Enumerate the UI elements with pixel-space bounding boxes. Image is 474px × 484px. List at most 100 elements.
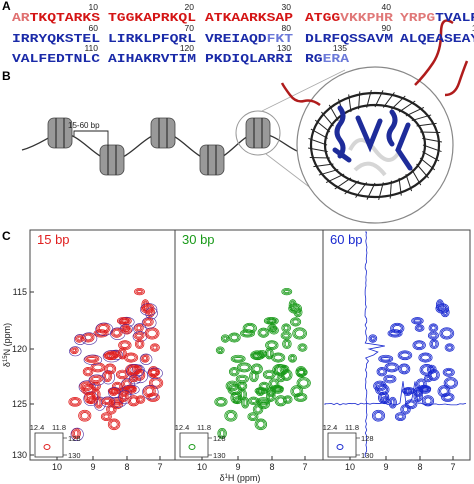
peak-contour [86, 393, 93, 402]
sequence-segment: LIRKLPFQRL [108, 32, 196, 46]
peak-contour [144, 327, 160, 340]
y-axis-label: δ15N (ppm) [2, 323, 12, 367]
dna-stripe [318, 168, 339, 176]
peak-contour [385, 376, 394, 382]
chromatin-diagram: 15-60 bp [21, 19, 469, 224]
peak-contour [116, 317, 130, 325]
dna-stripe [308, 147, 328, 153]
peak-contour [296, 377, 311, 389]
panel-label: A [2, 0, 11, 13]
peak-contour [217, 347, 224, 354]
peak-contour [411, 317, 424, 325]
peak-contour [265, 371, 274, 378]
peak-contour [253, 365, 261, 373]
peak-contour [445, 378, 457, 388]
peak-contour [250, 414, 256, 419]
peak-contour [85, 369, 91, 375]
spectra-axes: δ15N (ppm) δ1H (ppm) [2, 323, 260, 483]
peak-contour [147, 329, 157, 338]
sequence-block: AIHAKRVTIM [108, 52, 196, 66]
peak-contour [430, 339, 438, 348]
peak-contour [68, 397, 82, 407]
residue-number: 10 [89, 2, 99, 12]
peak-contour [101, 370, 115, 385]
dna-stripe [419, 157, 436, 171]
axis-isotope: 1 [225, 474, 229, 480]
peak-contour [414, 324, 425, 332]
peak-contour [222, 335, 229, 342]
peak-contour [230, 386, 240, 394]
peak-contour [444, 368, 454, 376]
x-axis-label: δ1H (ppm) [220, 473, 261, 483]
peak-contour [128, 374, 141, 385]
inset-y-tick: 128 [68, 434, 81, 443]
peak-contour [229, 333, 240, 342]
peak-contour [412, 318, 423, 324]
sequence-block: DLRFQSSAVM [305, 32, 393, 46]
dna-stripe [398, 100, 416, 113]
peak-contour [380, 396, 390, 405]
peak-contour [413, 341, 425, 350]
peak-contour [109, 419, 120, 430]
peak-contour [290, 385, 304, 398]
peak-contour [228, 382, 237, 390]
peak-contour [261, 384, 267, 389]
peak-contour [274, 395, 287, 407]
peak-contour [149, 343, 160, 352]
peak-contour [215, 346, 225, 355]
dna-stripe [358, 91, 361, 110]
peak-contour [288, 353, 297, 363]
peak-contour [110, 388, 117, 395]
peak-contour [296, 368, 307, 376]
peak-contour [243, 399, 247, 407]
residue-number: 80 [282, 23, 292, 33]
peak-contour [421, 354, 430, 361]
peak-contour [369, 335, 376, 342]
peak-contour [143, 318, 153, 326]
peak-contour [247, 412, 259, 422]
residue-number: 20 [185, 2, 195, 12]
dna-stripe [416, 163, 429, 179]
peak-contour [81, 383, 96, 396]
peak-contour [430, 371, 438, 379]
peak-contour [230, 334, 239, 341]
peak-contour [117, 370, 128, 379]
peak-contour [135, 324, 143, 332]
peak-contour [429, 324, 437, 332]
peak-contour [263, 317, 277, 325]
peak-contour [268, 392, 273, 400]
peak-contour [397, 350, 413, 361]
peak-contour [272, 385, 284, 394]
peak-contour [250, 350, 265, 361]
peak-contour [249, 397, 258, 404]
x-tick-label: 9 [235, 462, 240, 472]
peak-contour [136, 290, 143, 294]
peak-contour [114, 384, 121, 389]
peak-contour [429, 332, 438, 339]
peak-contour [432, 341, 437, 347]
peak-contour [405, 389, 410, 394]
sequence-segment: TKQTARKS [30, 11, 100, 25]
peak-contour [98, 325, 108, 332]
peak-contour [107, 405, 116, 414]
residue-number: 70 [185, 23, 195, 33]
peak-contour [272, 353, 284, 362]
sequence-segment: VKKPHR [340, 11, 394, 25]
peak-contour [257, 420, 265, 428]
peak-contour [127, 387, 134, 392]
peak-contour [100, 412, 112, 422]
peak-contour [250, 398, 257, 403]
peak-contour [233, 393, 240, 402]
x-tick-label: 8 [124, 462, 129, 472]
peak-contour [130, 397, 138, 405]
peak-contour [382, 398, 388, 402]
peak-contour [413, 319, 422, 323]
peak-contour [445, 344, 454, 351]
peak-contour [257, 388, 264, 395]
peak-contour [376, 385, 389, 395]
peak-contour [228, 385, 241, 395]
peak-contour [106, 352, 116, 358]
sequence-segment: TVALRE [435, 11, 474, 25]
peak-contour [299, 379, 309, 387]
